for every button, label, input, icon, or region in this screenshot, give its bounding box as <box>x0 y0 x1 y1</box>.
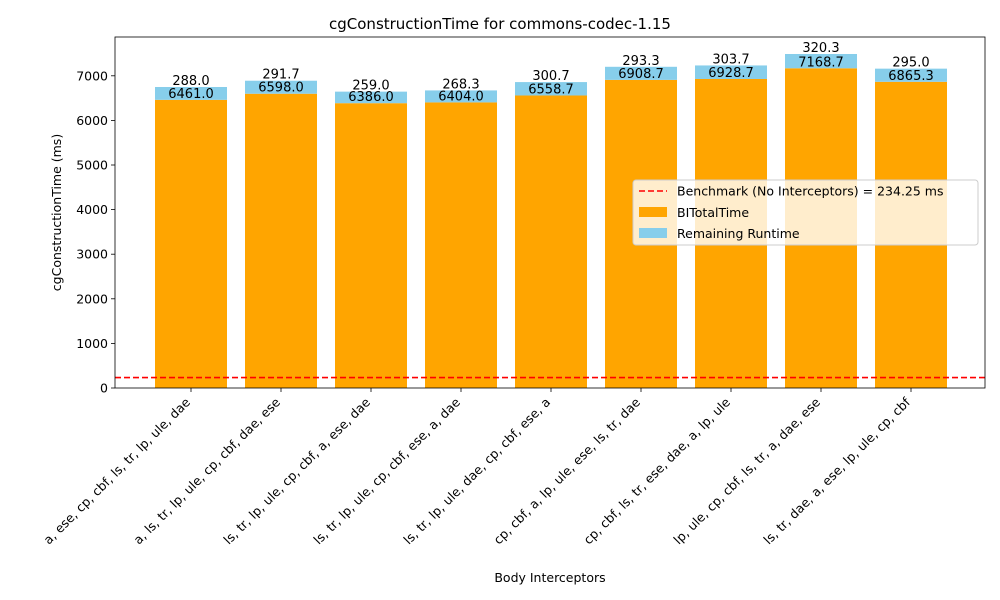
x-tick-label: a, ese, cp, cbf, ls, tr, lp, ule, dae <box>40 394 193 547</box>
chart-title: cgConstructionTime for commons-codec-1.1… <box>329 15 671 33</box>
y-tick-label: 6000 <box>76 113 108 128</box>
data-label-bitotaltime: 6865.3 <box>888 69 934 84</box>
data-label-remaining-runtime: 303.7 <box>712 52 749 67</box>
data-label-remaining-runtime: 259.0 <box>352 79 389 94</box>
data-label-remaining-runtime: 320.3 <box>802 41 839 56</box>
bar-remaining-runtime <box>605 66 677 80</box>
legend-label-bitotaltime: BITotalTime <box>677 205 749 220</box>
x-tick-label: ls, tr, dae, a, ese, lp, ule, cp, cbf <box>760 394 913 547</box>
bar-bitotaltime <box>155 99 227 389</box>
legend-box <box>632 179 979 246</box>
legend: Benchmark (No Interceptors) = 234.25 ms B… <box>632 179 979 246</box>
x-tick-label: lp, ule, cp, cbf, ls, tr, a, dae, ese <box>670 394 823 547</box>
data-label-bitotaltime: 6404.0 <box>438 89 484 104</box>
bar-remaining-runtime <box>695 65 767 79</box>
plot-frame <box>114 36 986 389</box>
y-tick-label: 4000 <box>76 202 108 217</box>
legend-label-benchmark: Benchmark (No Interceptors) = 234.25 ms <box>677 184 943 199</box>
data-label-bitotaltime: 6928.7 <box>708 66 754 81</box>
data-label-remaining-runtime: 291.7 <box>262 68 299 83</box>
y-axis-label: cgConstructionTime (ms) <box>49 134 64 291</box>
bar-bitotaltime <box>245 93 317 389</box>
data-label-remaining-runtime: 300.7 <box>532 69 569 84</box>
legend-swatch-remaining-runtime <box>639 228 667 238</box>
x-tick-label: ls, tr, lp, ule, cp, cbf, a, ese, dae <box>220 394 373 547</box>
data-label-bitotaltime: 6461.0 <box>168 87 214 102</box>
bar-remaining-runtime <box>515 82 587 96</box>
data-label-remaining-runtime: 268.3 <box>442 77 479 92</box>
data-label-bitotaltime: 6598.0 <box>258 81 304 96</box>
x-axis-label: Body Interceptors <box>494 570 605 585</box>
bar-remaining-runtime <box>785 53 857 69</box>
bar-bitotaltime <box>335 103 407 388</box>
y-tick-label: 2000 <box>76 291 108 306</box>
x-tick-label: ls, tr, lp, ule, dae, cp, cbf, ese, a <box>400 395 553 548</box>
data-label-bitotaltime: 6558.7 <box>528 82 574 97</box>
y-tick-label: 7000 <box>76 68 108 83</box>
y-tick-label: 0 <box>100 381 108 396</box>
bar-remaining-runtime <box>335 91 407 104</box>
x-tick-label: cp, cbf, ls, tr, ese, dae, a, lp, ule <box>580 394 733 547</box>
y-tick-label: 1000 <box>76 336 108 351</box>
x-tick-label: a, ls, tr, lp, ule, cp, cbf, dae, ese <box>130 394 283 547</box>
bars <box>155 53 947 389</box>
data-label-bitotaltime: 6908.7 <box>618 67 664 82</box>
y-tick-label: 5000 <box>76 158 108 173</box>
data-label-bitotaltime: 6386.0 <box>348 90 394 105</box>
data-label-bitotaltime: 7168.7 <box>798 55 844 70</box>
x-tick-label: cp, cbf, a, lp, ule, ese, ls, tr, dae <box>490 394 643 547</box>
data-label-remaining-runtime: 295.0 <box>892 56 929 71</box>
bar-bitotaltime <box>515 95 587 389</box>
x-tick-label: ls, tr, lp, ule, cp, cbf, ese, a, dae <box>310 394 463 547</box>
data-label-remaining-runtime: 288.0 <box>172 74 209 89</box>
bar-remaining-runtime <box>875 68 947 82</box>
bar-remaining-runtime <box>245 80 317 94</box>
bar-remaining-runtime <box>155 86 227 100</box>
bar-bitotaltime <box>425 102 497 388</box>
data-label-remaining-runtime: 293.3 <box>622 54 659 69</box>
legend-label-remaining-runtime: Remaining Runtime <box>677 226 800 241</box>
bar-remaining-runtime <box>425 90 497 103</box>
y-tick-label: 3000 <box>76 247 108 262</box>
legend-swatch-bitotaltime <box>639 207 667 217</box>
